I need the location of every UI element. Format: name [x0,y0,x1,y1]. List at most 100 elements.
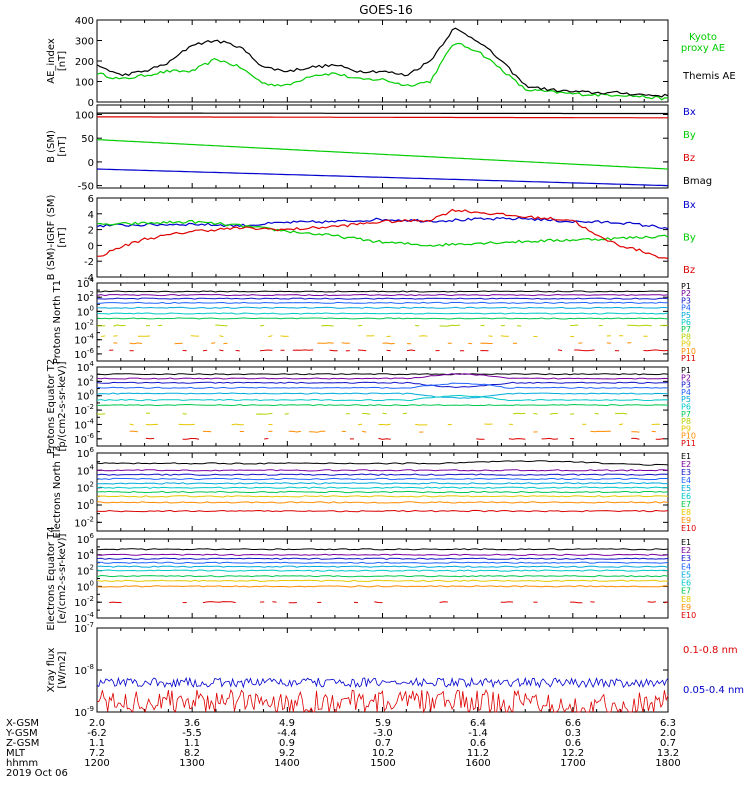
legend-label: P9 [681,340,691,349]
y-tick-label: 50 [81,134,94,145]
series-line [182,438,200,440]
series-line [382,342,395,345]
series-line [96,469,669,472]
y-tick-label: 10-4 [74,611,94,625]
y-tick-label: 10-6 [74,432,94,446]
y-tick-label: 104 [77,360,95,374]
legend-label: E2 [681,546,691,555]
series-line [618,423,624,426]
footer-value: 11.2 [467,748,489,759]
legend-label: E4 [681,562,691,571]
footer-row-label: MLT [6,748,26,759]
series-line [439,601,448,603]
series-line [570,335,575,338]
legend-label: E5 [681,570,691,579]
y-axis-label: Protons Equator T2[p/(cm2-s-sr-keV)] [46,359,68,455]
y-axis-label: B (SM)-IGRF (SM)[nT] [46,195,68,281]
series-line [96,373,669,380]
y-tick-label: 102 [77,564,94,578]
orbit-footer: X-GSM 2.0 3.6 4.9 5.9 6.4 6.6 6.3 Y-GSM -6.2 -5.5 -… [5,718,681,779]
legend-label: E8 [681,508,691,517]
footer-row-label: Y-GSM [5,728,38,739]
series-line [631,437,640,440]
footer-value: 6.4 [470,718,486,729]
y-tick-label: 10-8 [74,663,94,677]
y-axis-label: Protons North T1 [52,280,63,364]
series-line [96,569,669,572]
series-line [96,495,669,498]
series-line [549,413,558,415]
legend-label: Bz [683,153,695,164]
series-line [415,423,428,426]
series-line [96,486,669,489]
legend-label: E7 [681,587,691,596]
series-line [357,423,363,426]
series-line [96,382,669,389]
series-line [96,394,669,402]
series-line [96,293,669,297]
legend-label: P5 [681,311,691,320]
y-axis-label: Xray flux[W/m2] [46,648,68,693]
series-line [557,349,563,352]
footer-value: 10.2 [372,748,394,759]
series-line [129,423,134,426]
legend-label: E10 [681,524,696,533]
legend-label: E8 [681,595,691,604]
footer-value: 7.2 [89,748,105,759]
footer-value: 0.3 [565,728,581,739]
y-tick-label: 10-2 [74,319,94,333]
series-line [594,412,599,415]
legend-label: E9 [681,603,691,612]
y-tick-label: 102 [77,374,94,388]
series-line [264,438,269,440]
series-line [96,482,669,485]
footer-value: 8.2 [184,748,200,759]
series-line [202,601,236,604]
legend-label: Bz [683,265,695,276]
legend-label: Bx [683,200,696,211]
series-line [570,324,579,326]
series-line [96,585,668,588]
series-line [627,324,652,327]
series-line [96,557,669,560]
series-line [541,437,558,440]
series-line [386,349,391,352]
series-line [219,335,224,338]
series-line [378,437,391,440]
series-line [96,676,669,689]
footer-value: 1.1 [184,738,200,749]
footer-value: 13.2 [657,748,679,759]
series-line [268,335,273,338]
legend-label: P11 [681,354,696,363]
series-line [96,688,669,714]
footer-value: 0.6 [565,738,581,749]
legend-label: E6 [681,579,691,588]
footer-value: 9.2 [279,748,295,759]
series-line [96,317,669,320]
legend-label: By [683,233,696,244]
panel-frame [96,538,669,619]
y-tick-label: 10-2 [74,515,94,529]
y-tick-label: -2 [84,257,94,268]
series-line [97,373,669,376]
legend-label: P6 [681,403,691,412]
y-tick-label: 100 [75,110,94,121]
legend-label: E10 [681,611,696,620]
series-line [96,460,669,466]
series-line [508,438,526,440]
y-tick-label: 10-4 [74,417,94,431]
footer-value: 1700 [560,758,585,769]
series-line [570,601,583,604]
legend-label: P10 [681,432,696,441]
footer-value: 1800 [655,758,680,769]
footer-value: 6.3 [660,718,676,729]
series-line [96,579,669,583]
series-line [96,168,669,187]
footer-value: 0.7 [375,738,391,749]
legend-label: P7 [681,325,691,334]
legend-label: P5 [681,395,691,404]
legend-label: P1 [681,282,691,291]
series-line [202,349,208,352]
legend-label: P8 [681,332,691,341]
